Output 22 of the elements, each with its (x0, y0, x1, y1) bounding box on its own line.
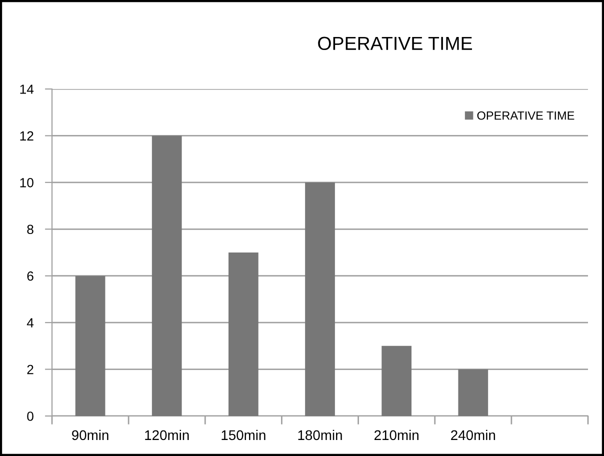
x-tick-label: 180min (298, 430, 342, 440)
y-tick-label: 2 (27, 364, 34, 374)
y-tick-label: 12 (20, 131, 34, 140)
bar (382, 346, 412, 416)
x-tick-label: 240min (451, 430, 496, 440)
legend-label: OPERATIVE TIME (477, 111, 574, 120)
x-tick-label: 150min (222, 430, 266, 440)
y-tick-label: 6 (27, 271, 34, 281)
bar (305, 182, 335, 416)
y-tick-label: 14 (20, 84, 34, 94)
bar (152, 136, 182, 416)
x-tick-label: 120min (145, 430, 189, 440)
y-tick-label: 8 (27, 224, 34, 234)
y-tick-label: 10 (20, 178, 34, 188)
chart-title: OPERATIVE TIME (318, 36, 472, 50)
x-tick-label: 90min (72, 430, 108, 440)
bar (228, 252, 258, 416)
bar (75, 276, 106, 416)
y-tick-label: 4 (26, 318, 34, 328)
bar (458, 369, 488, 416)
x-tick-label: 210min (374, 430, 418, 440)
y-tick-label: 0 (27, 412, 34, 421)
